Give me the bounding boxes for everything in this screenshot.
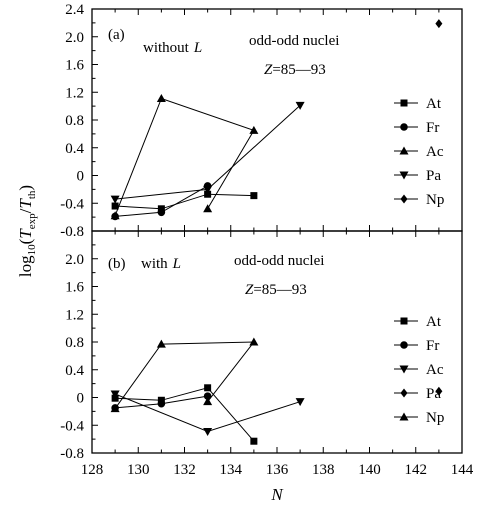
legend-marker-ac [399, 365, 409, 374]
panel-b-subtitle: Z=85—93 [245, 282, 307, 298]
panel-b-annotation: with L [141, 256, 181, 272]
y-tick-label: 1.6 [65, 58, 84, 74]
x-tick-label: 128 [81, 462, 104, 478]
point-ac [110, 390, 120, 399]
legend-label-np: Np [426, 192, 444, 208]
x-axis-label: N [270, 485, 284, 504]
point-np [203, 397, 213, 406]
y-tick-label: 2.4 [65, 2, 84, 18]
x-tick-label: 136 [266, 462, 289, 478]
x-tick-label: 144 [451, 462, 474, 478]
point-ac [203, 427, 213, 436]
point-fr [157, 399, 166, 408]
point-np [110, 404, 120, 413]
series-line-ac [114, 97, 255, 216]
series-line-at [115, 387, 255, 442]
y-tick-label: 1.6 [65, 280, 84, 296]
point-pa [435, 386, 443, 396]
y-tick-label: 0.4 [65, 363, 84, 379]
x-tick-label: 138 [312, 462, 335, 478]
legend-marker-fr [400, 123, 408, 131]
point-at [204, 384, 212, 392]
legend-label-np: Np [426, 410, 444, 426]
point-ac [156, 93, 166, 102]
y-tick-label: -0.4 [60, 418, 84, 434]
legend-layer: At Fr Ac Pa Np At Fr Ac Pa Np [394, 96, 444, 426]
legend-label-at: At [426, 314, 442, 330]
point-pa [110, 195, 120, 204]
y-tick-label: 0.8 [65, 113, 84, 129]
legend-label-ac: Ac [426, 362, 444, 378]
y-tick-label: 0.4 [65, 141, 84, 157]
legend-label-ac: Ac [426, 144, 444, 160]
legend-marker-np [400, 194, 408, 204]
legend-marker-at [400, 317, 408, 325]
panel-b-title: odd-odd nuclei [234, 253, 324, 269]
point-pa [203, 185, 213, 194]
y-tick-label: -0.4 [60, 196, 84, 212]
legend-marker-np [399, 412, 409, 421]
y-tick-label: 1.2 [65, 85, 84, 101]
x-tick-label: 140 [358, 462, 381, 478]
point-ac [110, 211, 120, 220]
point-np [249, 337, 259, 346]
panel-a-title: odd-odd nuclei [249, 33, 339, 49]
point-at [111, 202, 119, 210]
point-fr [157, 208, 166, 217]
point-np [435, 19, 443, 29]
x-tick-label: 130 [127, 462, 150, 478]
x-tick-label: 132 [173, 462, 196, 478]
legend-label-pa: Pa [426, 168, 441, 184]
point-ac [249, 125, 259, 134]
panel-a-annotation: without L [143, 40, 202, 56]
point-at [250, 437, 258, 445]
point-fr [203, 392, 212, 400]
markers-layer [110, 19, 443, 445]
x-tick-label: 142 [405, 462, 428, 478]
y-axis-label: log10(Texp/Tth) [16, 185, 38, 277]
series-line-np [114, 341, 255, 409]
panel-a-label: (a) [108, 27, 125, 43]
point-ac [203, 204, 213, 213]
point-pa [295, 101, 305, 110]
y-tick-label: 0 [77, 169, 85, 185]
legend-marker-fr [400, 341, 408, 349]
y-tick-label: -0.8 [60, 224, 84, 240]
legend-marker-pa [400, 388, 408, 398]
legend-marker-pa [399, 171, 409, 180]
y-tick-label: 2.0 [65, 252, 84, 268]
panel-a-subtitle: Z=85—93 [264, 62, 326, 78]
legend-label-at: At [426, 96, 442, 112]
y-tick-label: -0.8 [60, 446, 84, 462]
panel-b-label: (b) [108, 256, 126, 272]
legend-label-pa: Pa [426, 386, 441, 402]
point-at [204, 190, 212, 198]
series-line-at [115, 193, 254, 210]
legend-marker-at [400, 99, 408, 107]
y-tick-label: 1.2 [65, 307, 84, 323]
ticks-layer: 2.4 2.0 1.6 1.2 0.8 0.4 0 -0.4 -0.8 2.0 1.6 1.2 0.8 0… [60, 2, 474, 478]
point-ac [295, 398, 305, 407]
legend-label-fr: Fr [426, 338, 439, 354]
y-tick-label: 2.0 [65, 30, 84, 46]
legend-marker-ac [399, 146, 409, 155]
point-np [156, 339, 166, 348]
legend-label-fr: Fr [426, 120, 439, 136]
x-tick-label: 134 [220, 462, 243, 478]
y-tick-label: 0 [77, 391, 85, 407]
y-tick-label: 0.8 [65, 335, 84, 351]
point-at [250, 192, 258, 200]
